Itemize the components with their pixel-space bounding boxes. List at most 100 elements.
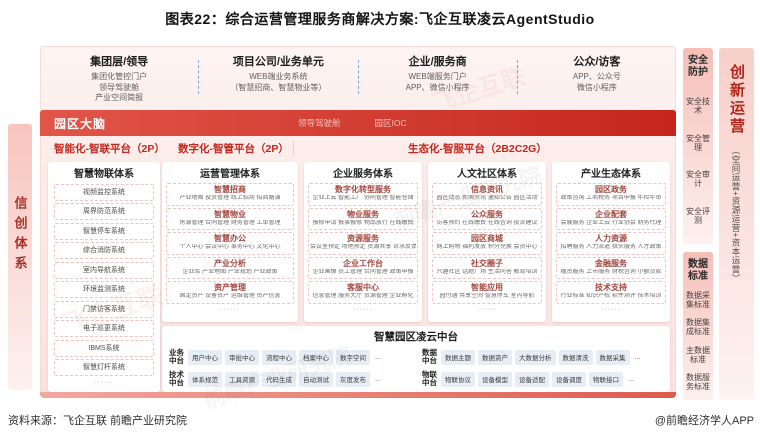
user-group: 集团层/领导 集团化管控门户 领导驾驶舱 产业空间简报 bbox=[40, 46, 198, 108]
park-brain-bar: 园区大脑 领导驾驶舱 园区IOC bbox=[40, 110, 676, 136]
mid-pill: 用户中心 bbox=[188, 349, 222, 365]
group-name: 智慧物业 bbox=[214, 209, 246, 219]
mid-group-label: 物联中台 bbox=[422, 369, 437, 387]
innovation-title: 创新运营 bbox=[728, 64, 745, 136]
group-box: 园区商城 网上购物 福利发放 积分兑换 会员中心 bbox=[432, 232, 542, 255]
brain-tag: 领导驾驶舱 bbox=[298, 118, 341, 128]
group-sub: 企业库 产业地图 产业规划 产业政策 bbox=[182, 268, 278, 275]
iot-item: 环境监测系统 bbox=[54, 281, 154, 298]
group-sub: 产业地图 投资管理 线上招商 招商路演 bbox=[179, 195, 281, 201]
group-sub: 企业画像 员工管理 合同管理 政策申报 bbox=[312, 268, 414, 275]
user-group-line: 产业空间简报 bbox=[95, 93, 144, 102]
group-name: 技术支持 bbox=[595, 283, 627, 292]
group-box: 智慧办公 个人中心 会议中心 事务中心 文化中心 bbox=[166, 232, 294, 255]
column-iot: 智慧物联体系 视频监控系统 周界防范系统 智慧停车系统 综合消防系统 室内导航系统 环境监… bbox=[48, 162, 160, 392]
right-panel-items: 数据采集标准 数据集成标准 主数据标准 数据服务标准 bbox=[685, 282, 711, 400]
group-name: 社交圈子 bbox=[471, 258, 503, 268]
group-box: 资产管理 固定资产 设备资产 运维管理 资产信息 bbox=[166, 281, 294, 304]
footer-credit: @前瞻经济学人APP bbox=[654, 415, 754, 427]
business-column: 运营管理体系 智慧招商 产业地图 投资管理 线上招商 招商路演 智慧物业 房源管理 合同… bbox=[162, 162, 298, 322]
iot-item: 电子巡更系统 bbox=[54, 320, 154, 337]
group-box: 客服中心 信息管理 服务大厅 资源管理 企业孵化 bbox=[308, 281, 418, 304]
main-panel: 集团层/领导 集团化管控门户 领导驾驶舱 产业空间简报 项目公司/业务单元 WEB端业务系… bbox=[40, 46, 676, 398]
mid-pill: 工具资源 bbox=[225, 371, 259, 387]
chart-title: 图表22：综合运营管理服务商解决方案:飞企互联凌云AgentStudio bbox=[165, 11, 595, 27]
panel-data-standards: 数据标准 数据采集标准 数据集成标准 主数据标准 数据服务标准 bbox=[683, 252, 713, 400]
group-name: 企业工作台 bbox=[343, 258, 383, 268]
group-box: 公众服务 访客预约 在线缴费 在线咨询 投诉建议 bbox=[432, 207, 542, 230]
mid-pill: 数据采集 bbox=[595, 349, 630, 365]
group-name: 金融服务 bbox=[595, 258, 627, 268]
group-sub: 招聘服务 人力派遣 猎头服务 人才政策 bbox=[560, 244, 662, 250]
group-sub: 信息管理 服务大厅 资源管理 企业孵化 bbox=[312, 293, 414, 299]
group-sub: 会展服务 企业上云 行业协会 财务代理 bbox=[560, 219, 662, 226]
sidebar-innovation: 创新运营 （空间运营+资源运营+资本运营） bbox=[719, 48, 754, 400]
group-name: 资产管理 bbox=[214, 283, 246, 292]
user-group-title: 项目公司/业务单元 bbox=[232, 56, 324, 68]
user-group-line: WEB端业务系统 bbox=[249, 72, 308, 81]
divider-dashed bbox=[357, 60, 359, 94]
iot-item: 视频监控系统 bbox=[54, 183, 154, 201]
group-box: 社交圈子 兴趣社区 话题广场 生活问答 教育培训 bbox=[432, 256, 542, 279]
mid-group-items: 数据主题 数据资产 大数据分析 数据清洗 数据采集... bbox=[441, 349, 640, 365]
mid-pill: 设备适配 bbox=[515, 371, 549, 387]
mid-group: 物联中台 物联协议 设备模型 设备适配 设备调度 物联接口... bbox=[421, 368, 664, 390]
group-sub: 固定资产 设备资产 运维管理 资产信息 bbox=[179, 293, 281, 299]
user-group-line: 微信小程序 bbox=[576, 82, 617, 92]
right-panel-item: 安全管理 bbox=[686, 133, 710, 152]
more-ellipsis: ... bbox=[375, 375, 381, 383]
group-box: 技术支持 行业标准 知识产权 软件测评 技术培训 bbox=[556, 281, 666, 304]
right-panel-title: 安全防护 bbox=[688, 55, 708, 78]
group-name: 企业配套 bbox=[595, 209, 627, 219]
mid-group: 技术中台 体系规范 工具资源 代码生成 自动测试 灰度发布... bbox=[168, 368, 411, 390]
right-panel-title: 数据标准 bbox=[688, 259, 708, 282]
right-panel-item: 数据采集标准 bbox=[686, 291, 710, 310]
mid-group-label: 技术中台 bbox=[169, 369, 184, 387]
user-group-line: APP、公众号 bbox=[572, 72, 621, 81]
group-sub: 兴趣社区 话题广场 生活问答 教育培训 bbox=[436, 268, 538, 275]
group-name: 数字化转型服务 bbox=[335, 185, 391, 194]
group-name: 园区政务 bbox=[595, 185, 627, 194]
more-ellipsis: ······ bbox=[353, 305, 373, 313]
footer-source: 资料来源：飞企互联 前瞻产业研究院 bbox=[8, 415, 188, 427]
mid-pill: 数据主题 bbox=[441, 349, 475, 365]
group-name: 智能应用 bbox=[471, 283, 503, 292]
user-group: 公众/访客 APP、公众号 微信小程序 bbox=[518, 46, 676, 108]
business-column: 人文社区体系 信息资讯 园区动态 新闻资讯 通知公告 园区活动 公众服务 访客预约 在线… bbox=[428, 162, 546, 322]
user-groups-row: 集团层/领导 集团化管控门户 领导驾驶舱 产业空间简报 项目公司/业务单元 WEB端业务系… bbox=[40, 46, 676, 108]
lingyun-platform-box: 智慧园区凌云中台 业务中台 用户中心 审批中心 流程中心 档案中心 数字空间... 数据中台… bbox=[162, 326, 670, 392]
group-name: 资源服务 bbox=[347, 234, 379, 243]
group-name: 人力资源 bbox=[595, 234, 627, 243]
mid-group-label: 数据中台 bbox=[422, 347, 437, 365]
group-name: 信息资讯 bbox=[471, 185, 503, 194]
group-box: 资源服务 会议室预定 场地预定 资源共享 诉求反馈 bbox=[308, 232, 418, 255]
platform-label: 生态化-智服平台（2B2C2G） bbox=[408, 143, 547, 155]
mid-pill: 体系规范 bbox=[188, 371, 222, 387]
group-sub: 会议室预定 场地预定 资源共享 诉求反馈 bbox=[310, 244, 416, 250]
more-ellipsis: ······ bbox=[477, 305, 497, 313]
mid-pill: 档案中心 bbox=[299, 349, 333, 365]
group-box: 人力资源 招聘服务 人力派遣 猎头服务 人才政策 bbox=[556, 232, 666, 255]
group-name: 园区商城 bbox=[471, 234, 503, 243]
group-box: 金融服务 融资服务 上市服务 财税咨询 小额贷款 bbox=[556, 256, 666, 279]
iot-item: 综合消防系统 bbox=[54, 242, 154, 259]
group-sub: 个人中心 会议中心 事务中心 文化中心 bbox=[179, 244, 281, 250]
group-sub: 企业上云 智能工厂 协同管理 智能仓储 bbox=[312, 195, 414, 201]
right-panel-item: 安全评测 bbox=[686, 207, 710, 226]
more-ellipsis: ······ bbox=[220, 305, 240, 313]
park-brain-tags: 领导驾驶舱 园区IOC bbox=[298, 110, 407, 136]
platform-labels-row: 智能化-智联平台（2P） 数字化-智管平台（2P） 生态化-智服平台（2B2C2… bbox=[40, 138, 676, 158]
more-ellipsis: ······ bbox=[601, 305, 621, 313]
group-box: 智慧物业 房源管理 合同管理 财务管理 工单管理 bbox=[166, 207, 294, 230]
mid-pill: 代码生成 bbox=[262, 371, 296, 387]
mid-group-label: 业务中台 bbox=[169, 347, 184, 365]
iot-item: 室内导航系统 bbox=[54, 261, 154, 279]
mid-pill: 物联协议 bbox=[441, 371, 475, 387]
business-column: 企业服务体系 数字化转型服务 企业上云 智能工厂 协同管理 智能仓储 物业服务 报修申请… bbox=[304, 162, 422, 322]
group-name: 公众服务 bbox=[471, 209, 503, 219]
mid-pill: 设备模型 bbox=[478, 371, 512, 387]
group-box: 企业配套 会展服务 企业上云 行业协会 财务代理 bbox=[556, 207, 666, 230]
column-title: 产业生态体系 bbox=[581, 169, 641, 180]
more-ellipsis: ······ bbox=[94, 378, 114, 386]
mid-pill: 数据资产 bbox=[478, 349, 512, 365]
